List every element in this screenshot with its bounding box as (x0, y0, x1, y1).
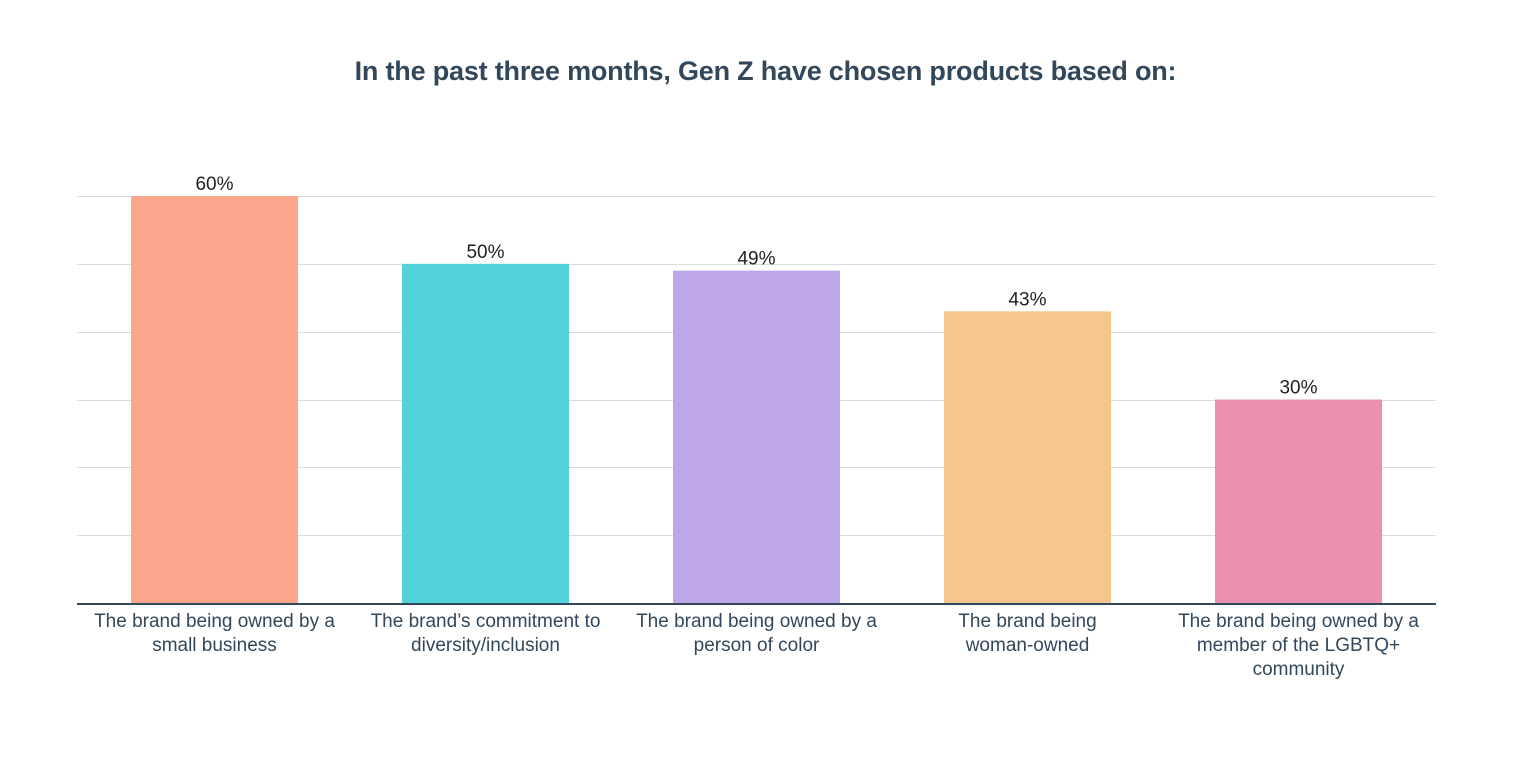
category-label: The brand being woman-owned (958, 611, 1096, 656)
category-label-line: woman-owned (965, 635, 1090, 656)
data-label: 43% (1008, 289, 1046, 310)
data-label: 60% (195, 174, 233, 195)
bar (131, 196, 298, 603)
category-label-line: The brand being owned by a (1178, 611, 1419, 632)
category-label-line: The brand’s commitment to (371, 611, 601, 632)
category-label-line: The brand being owned by a (636, 611, 877, 632)
data-label: 49% (737, 249, 775, 270)
category-label-line: community (1253, 659, 1345, 680)
data-label: 50% (466, 242, 504, 263)
category-label: The brand being owned by a member of the … (1178, 611, 1419, 680)
bar (402, 263, 569, 603)
category-labels: The brand being owned by a small business… (94, 611, 1419, 680)
chart-title: In the past three months, Gen Z have cho… (354, 56, 1177, 86)
category-label: The brand’s commitment to diversity/inclu… (371, 611, 601, 656)
bar (944, 311, 1111, 603)
value-labels: 60% 50% 49% 43% 30% (195, 174, 1317, 399)
bar (673, 270, 840, 603)
category-label: The brand being owned by a person of colo… (636, 611, 877, 656)
category-label-line: diversity/inclusion (411, 635, 560, 656)
category-label-line: member of the LGBTQ+ (1197, 635, 1400, 656)
data-label: 30% (1279, 378, 1317, 399)
category-label-line: person of color (694, 635, 820, 656)
category-label-line: The brand being (958, 611, 1096, 632)
bar (1215, 399, 1382, 603)
category-label: The brand being owned by a small business (94, 611, 335, 656)
category-label-line: The brand being owned by a (94, 611, 335, 632)
category-label-line: small business (152, 635, 277, 656)
bars (131, 196, 1382, 603)
